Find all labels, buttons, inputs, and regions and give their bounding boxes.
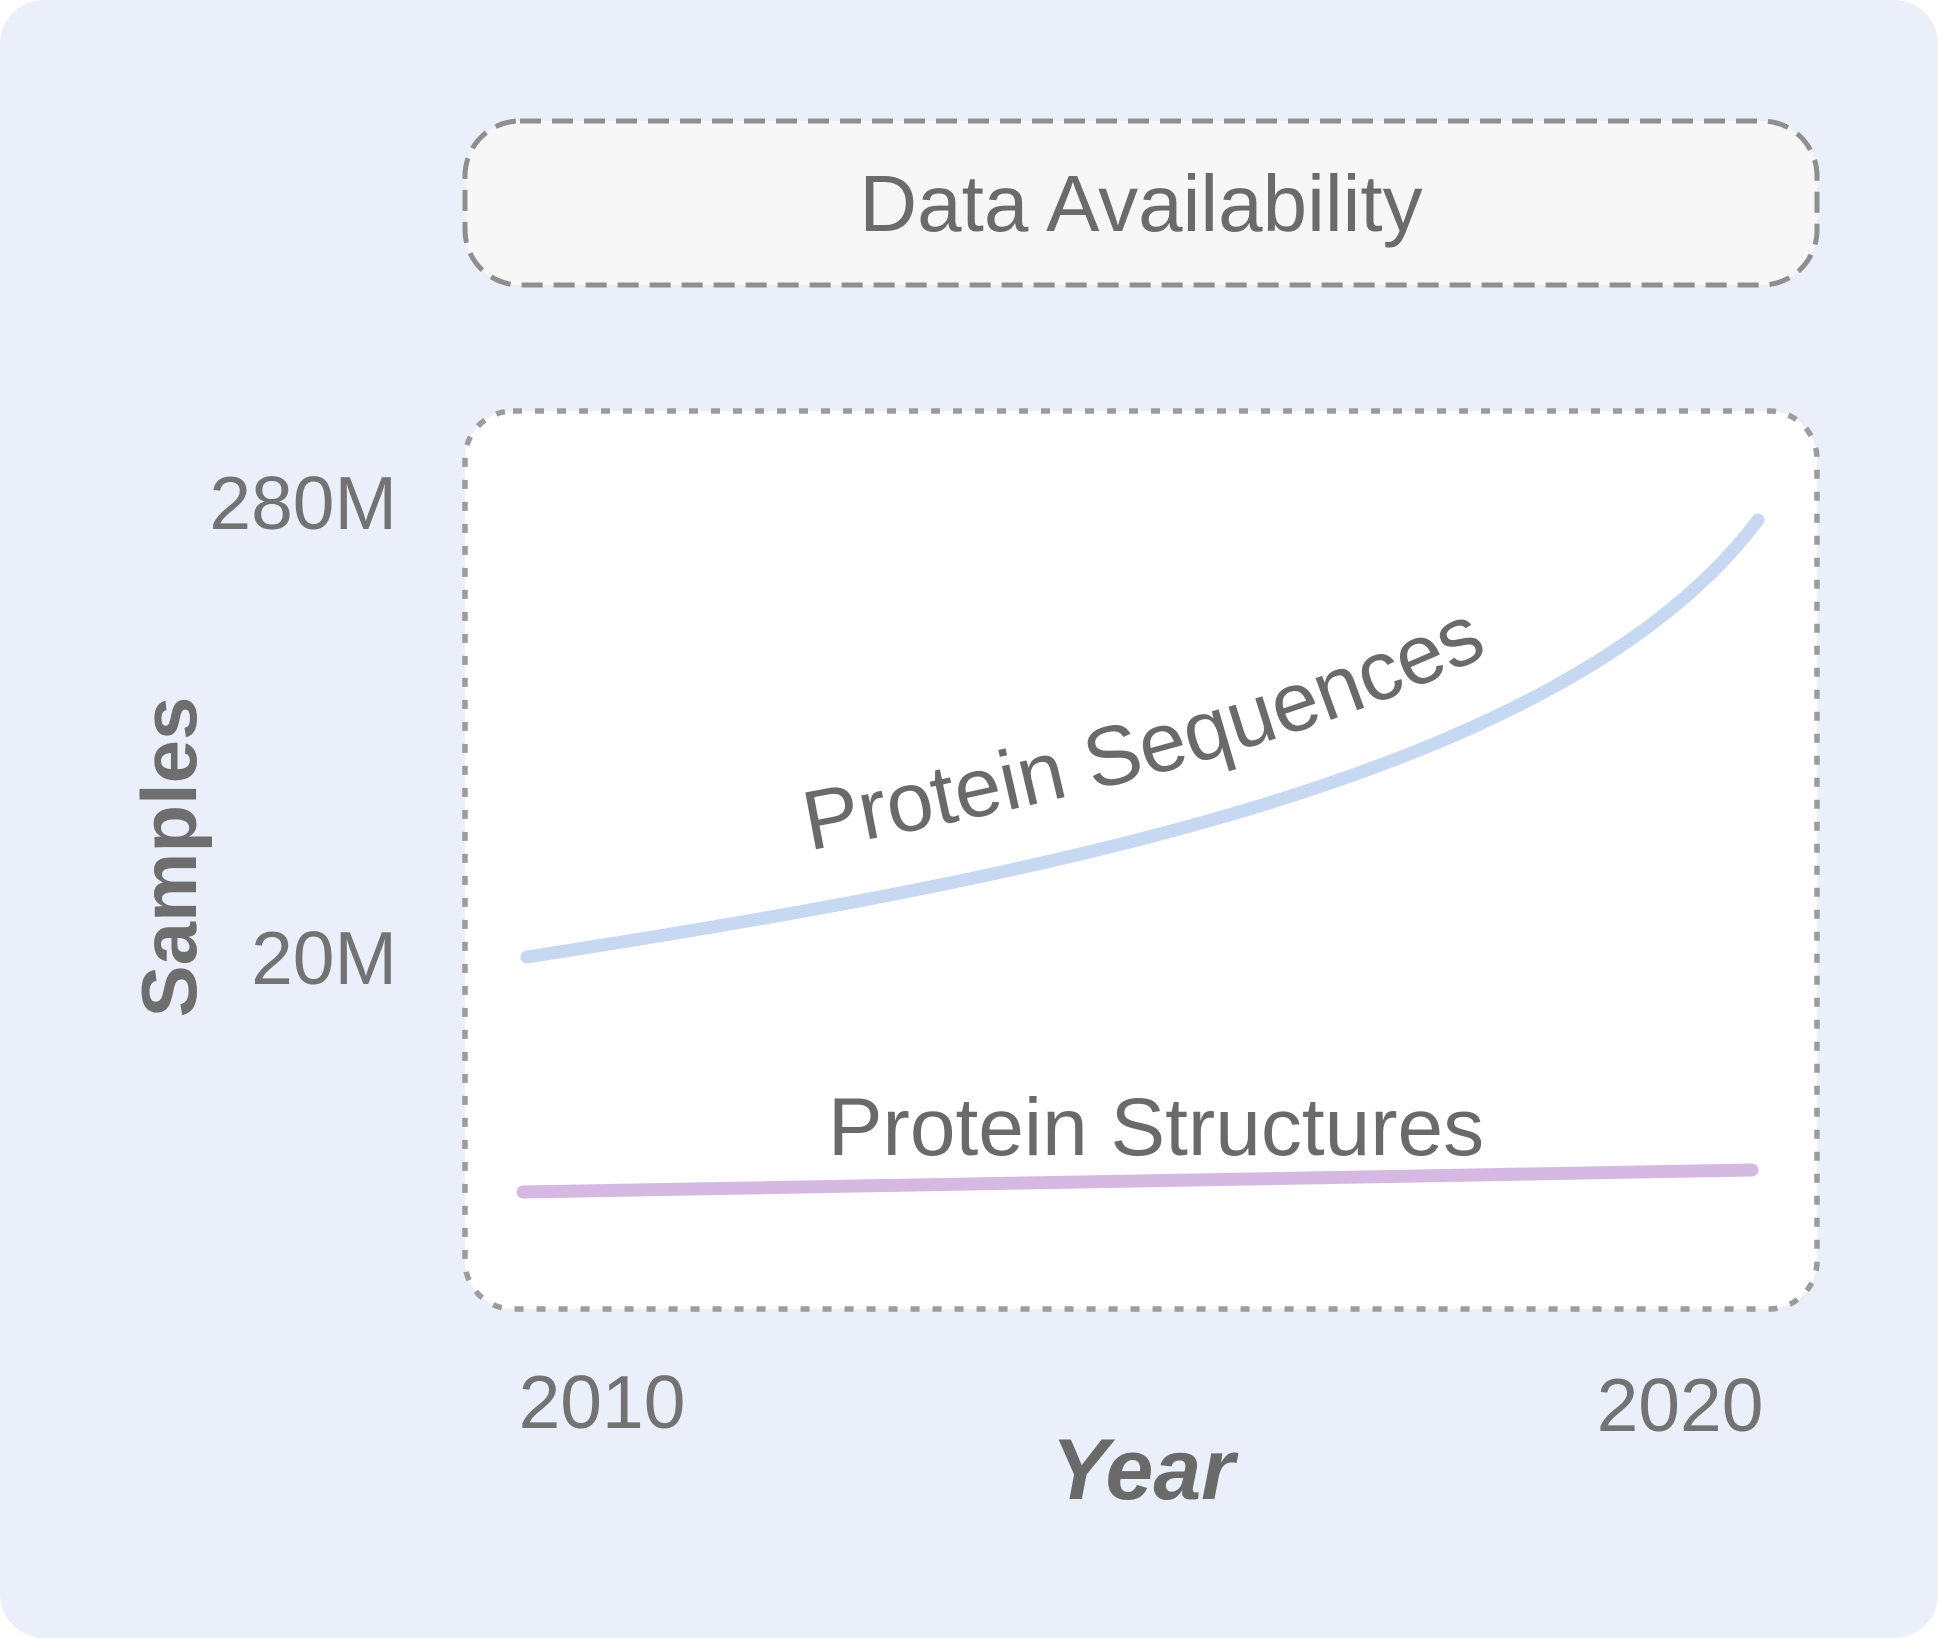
x-axis-label: Year: [1051, 1422, 1235, 1518]
chart-panel: Protein Sequences Protein Structures: [462, 408, 1820, 1312]
structures-label: Protein Structures: [828, 1082, 1484, 1173]
y-axis-label: Samples: [125, 696, 213, 1018]
ytick-280m: 280M: [209, 461, 397, 545]
xtick-2010: 2010: [518, 1360, 686, 1444]
ytick-20m: 20M: [251, 916, 397, 1000]
title-pill: Data Availability: [462, 118, 1820, 288]
chart-panel-border: [462, 408, 1820, 1312]
xtick-2020: 2020: [1596, 1363, 1764, 1447]
chart-title: Data Availability: [859, 159, 1422, 248]
structures-line: [516, 1163, 1759, 1199]
title-pill-border: [462, 118, 1820, 288]
sequences-line: [520, 513, 1765, 964]
